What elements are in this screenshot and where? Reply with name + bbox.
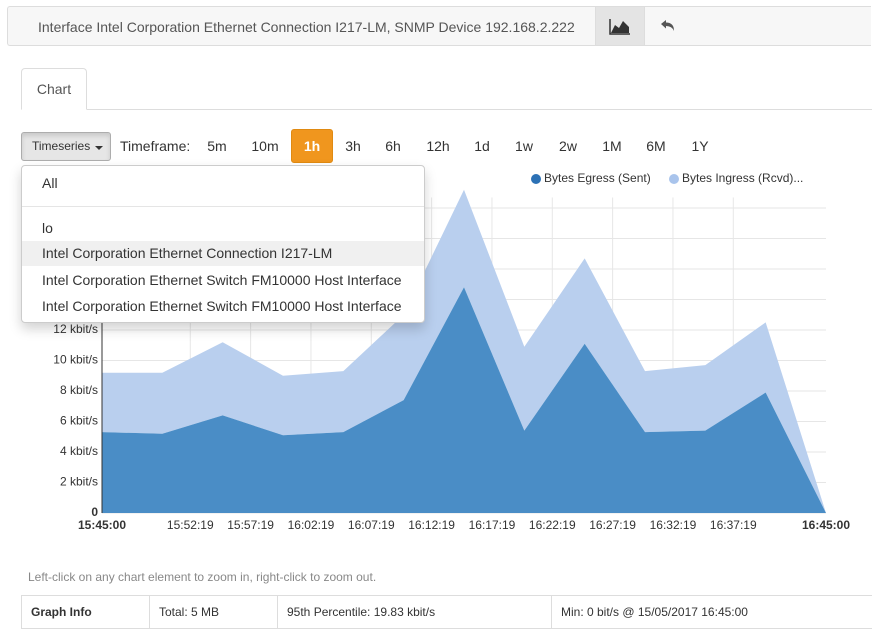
chart: 0 2 kbit/s 4 kbit/s 6 kbit/s 8 kbit/s 10 kbit… — [53, 171, 850, 532]
timeframe-button[interactable]: 1d — [474, 138, 490, 154]
header-title: Interface Intel Corporation Ethernet Con… — [38, 19, 575, 35]
tab[interactable]: Chart — [21, 68, 87, 110]
zoom-note: Left-click on any chart element to zoom … — [28, 570, 377, 584]
legend-marker — [531, 174, 541, 184]
timeframe-label: Timeframe: — [120, 138, 191, 154]
legend-label: Bytes Ingress (Rcvd)... — [682, 171, 803, 185]
x-tick-label: 16:17:19 — [469, 518, 516, 532]
timeframe-button[interactable]: 5m — [207, 138, 227, 154]
x-tick-label: 15:52:19 — [167, 518, 214, 532]
area — [102, 287, 826, 513]
back-icon — [661, 20, 674, 31]
y-tick-label: 8 kbit/s — [60, 383, 98, 397]
menu-item[interactable]: lo — [42, 220, 53, 236]
y-tick-label: 4 kbit/s — [60, 444, 98, 458]
y-tick-label: 2 kbit/s — [60, 475, 98, 489]
timeframe-button[interactable]: 1w — [515, 138, 533, 154]
chart-icon-button[interactable] — [595, 7, 645, 45]
menu-divider — [22, 206, 424, 207]
x-tick-label: 16:07:19 — [348, 518, 395, 532]
x-tick-label: 15:57:19 — [227, 518, 274, 532]
x-tick-label: 16:22:19 — [529, 518, 576, 532]
menu-item[interactable]: All — [42, 175, 58, 191]
info-cell: 95th Percentile: 19.83 kbit/s — [277, 596, 551, 628]
timeseries-dropdown[interactable]: Timeseries — [21, 132, 111, 161]
legend-marker — [669, 174, 679, 184]
x-tick-label: 16:02:19 — [288, 518, 335, 532]
timeframe-button[interactable]: 10m — [251, 138, 279, 154]
x-tick-label: 16:32:19 — [650, 518, 697, 532]
timeframe-button[interactable]: 1M — [602, 138, 622, 154]
timeframe-button[interactable]: 12h — [426, 138, 450, 154]
timeframe-button[interactable]: 3h — [345, 138, 361, 154]
menu-item[interactable]: Intel Corporation Ethernet Switch FM1000… — [42, 298, 402, 314]
x-tick-label: 16:37:19 — [710, 518, 757, 532]
chart-icon — [609, 19, 630, 35]
info-table: Graph Info Total: 5 MB 95th Percentile: 19… — [21, 595, 872, 629]
back-button[interactable] — [644, 7, 692, 45]
menu-item[interactable]: Intel Corporation Ethernet Connection I2… — [22, 241, 424, 266]
menu-item[interactable]: Intel Corporation Ethernet Switch FM1000… — [42, 272, 402, 288]
y-tick-label: 6 kbit/s — [60, 414, 98, 428]
y-tick-label: 12 kbit/s — [53, 322, 98, 336]
timeframe-button[interactable]: 1Y — [691, 138, 709, 154]
dropdown-menu: All lo Intel Corporation Ethernet Connecti… — [21, 165, 425, 323]
x-tick-label: 15:45:00 — [78, 518, 126, 532]
info-cell: Total: 5 MB — [149, 596, 277, 628]
y-tick-label: 0 — [91, 505, 98, 519]
header-bar: Interface Intel Corporation Ethernet Con… — [7, 6, 871, 46]
tab-line — [21, 109, 872, 110]
timeframe-button[interactable]: 2w — [559, 138, 577, 154]
y-tick-label: 10 kbit/s — [53, 353, 98, 367]
x-tick-label: 16:12:19 — [408, 518, 455, 532]
timeframe-button[interactable]: 1h — [291, 129, 333, 163]
timeframe-button[interactable]: 6h — [385, 138, 401, 154]
timeframe-button[interactable]: 6M — [646, 138, 666, 154]
x-tick-label: 16:27:19 — [589, 518, 636, 532]
info-cell: Min: 0 bit/s @ 15/05/2017 16:45:00 — [551, 596, 872, 628]
legend-label: Bytes Egress (Sent) — [544, 171, 651, 185]
x-tick-label: 16:45:00 — [802, 518, 850, 532]
info-cell: Graph Info — [31, 605, 92, 619]
